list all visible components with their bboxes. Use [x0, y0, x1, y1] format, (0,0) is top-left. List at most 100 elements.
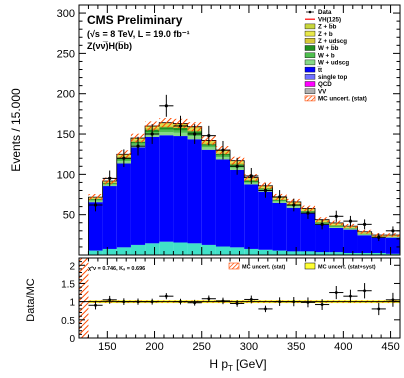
bar-t-t-bin-17: [329, 227, 344, 253]
ratio-x-tick-label-0: 150: [98, 341, 116, 353]
bar-t-t-bin-7: [187, 139, 202, 244]
legend-label-8: t̅t: [317, 67, 322, 74]
bar-single-top-bin-0: [88, 250, 103, 255]
ratio-x-tick-label-5: 400: [334, 341, 352, 353]
bar-w-udscg-bin-8: [201, 147, 216, 150]
bar-w-b-bin-19: [357, 233, 372, 235]
bar-single-top-bin-14: [286, 251, 301, 255]
bar-w-udscg-bin-19: [357, 234, 372, 236]
bar-w-udscg-bin-18: [343, 228, 358, 230]
bar-t-t-bin-14: [286, 207, 301, 252]
ratio-point-17: [334, 291, 338, 294]
bar-t-t-bin-19: [357, 235, 372, 253]
bar-t-t-bin-8: [201, 149, 216, 245]
bar-t-t-bin-11: [244, 184, 259, 249]
bar-t-t-bin-18: [343, 229, 358, 253]
ratio-point-20: [377, 307, 381, 311]
main-y-axis: 50 100 150 200 250 300: [57, 8, 400, 248]
bar-single-top-bin-15: [300, 251, 316, 255]
mc-uncert-bin-5: [159, 118, 174, 128]
legend-swatch-9: [304, 74, 316, 80]
bar-t-t-bin-21: [385, 237, 400, 254]
bar-single-top-bin-5: [159, 241, 174, 255]
data-point-9: [221, 148, 225, 152]
ratio-point-15: [306, 300, 310, 304]
ratio-chi2-text: χ²ν = 0.746, Kₛ = 0.696: [88, 265, 145, 272]
ratio-point-12: [264, 307, 267, 311]
bar-t-t-bin-10: [230, 169, 245, 248]
bar-t-t-bin-9: [215, 159, 231, 247]
data-point-7: [193, 132, 197, 136]
ratio-x-tick-label-6: 450: [381, 341, 399, 353]
ratio-point-21: [391, 298, 395, 302]
data-point-20: [377, 235, 381, 239]
bar-w-udscg-bin-5: [159, 132, 174, 136]
legend-label-1: VH(125): [318, 16, 341, 23]
data-point-16: [320, 222, 324, 226]
legend-swatch-7: [304, 59, 316, 66]
x-axis-label-unit: [GeV]: [236, 357, 267, 371]
ratio-point-19: [363, 289, 366, 293]
ratio-point-3: [136, 300, 140, 304]
bar-t-t-bin-0: [88, 202, 103, 251]
ratio-point-8: [207, 297, 211, 301]
bar-w-b-b-bin-17: [329, 225, 344, 227]
data-point-13: [278, 195, 282, 199]
main-y-tick-label-2: 150: [57, 129, 75, 141]
main-x-ticks: [87, 5, 392, 255]
data-point-12: [263, 188, 268, 193]
data-point-17: [334, 214, 338, 218]
bar-single-top-bin-11: [244, 248, 259, 255]
mc-uncert-bin-0: [88, 194, 103, 201]
bar-single-top-bin-12: [258, 249, 273, 255]
data-point-14: [292, 203, 296, 207]
x-axis-label-main: H p: [209, 357, 228, 371]
ratio-y-tick-label-2: 1: [69, 298, 75, 309]
bar-single-top-bin-4: [145, 243, 160, 255]
bar-single-top-bin-2: [116, 247, 131, 255]
bar-t-t-bin-6: [173, 136, 188, 243]
main-y-axis-label: Events / 15.000: [9, 88, 23, 172]
ratio-point-9: [221, 299, 225, 303]
data-point-8: [207, 134, 211, 138]
bar-single-top-bin-21: [385, 253, 400, 255]
main-y-tick-label-5: 300: [57, 8, 75, 20]
legend-label-7: W + udscg: [318, 60, 349, 67]
bar-w-udscg-bin-21: [385, 236, 400, 238]
ratio-x-tick-label-3: 300: [240, 341, 258, 353]
ratio-point-0: [94, 303, 97, 307]
bar-single-top-bin-20: [371, 252, 386, 255]
data-point-2: [122, 156, 126, 160]
legend-label-2: Z + b̅b: [318, 24, 337, 31]
bar-t-t-bin-20: [371, 237, 386, 253]
ratio-legend: MC uncert. (stat) MC uncert. (stat+syst): [228, 262, 376, 271]
bar-w-b-bin-17: [329, 226, 344, 228]
bar-single-top-bin-6: [173, 242, 188, 255]
bar-single-top-bin-16: [315, 252, 330, 255]
ratio-y-axis-label: Data/MC: [25, 278, 37, 321]
legend-swatch-2: [304, 23, 316, 30]
data-point-19: [362, 222, 367, 226]
ratio-point-2: [122, 300, 126, 304]
bar-single-top-bin-3: [130, 244, 146, 255]
data-point-1: [108, 176, 112, 180]
main-data-points: [88, 94, 400, 242]
mc-uncert-bin-17: [329, 220, 344, 226]
data-point-6: [178, 124, 183, 128]
legend-swatch-11: [304, 88, 316, 94]
legend-data-marker: [308, 10, 312, 14]
data-point-0: [93, 203, 98, 207]
bar-single-top-bin-17: [329, 252, 344, 255]
bar-t-t-bin-12: [258, 191, 273, 250]
ratio-edge-hatch-block: [79, 258, 89, 338]
ratio-y-tick-label-3: 1.5: [61, 279, 75, 290]
legend-swatch-10: [304, 81, 316, 87]
ratio-point-10: [235, 302, 239, 305]
chart-subtitle-line-1: (√s = 8 TeV, L = 19.0 fb⁻¹: [87, 29, 190, 39]
ratio-point-6: [179, 300, 182, 304]
legend-label-12: MC uncert. (stat): [318, 96, 367, 103]
ratio-point-14: [292, 300, 296, 304]
bar-single-top-bin-8: [201, 244, 216, 255]
ratio-y-tick-label-0: 0: [69, 334, 75, 345]
